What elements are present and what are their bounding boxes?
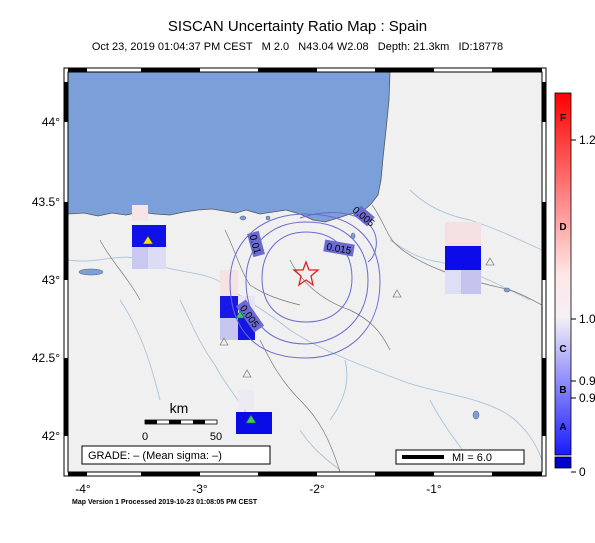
grade-box (81, 445, 271, 465)
grade-label: GRADE: – (Mean sigma: –) (88, 450, 222, 462)
star-icon (292, 260, 320, 287)
station-triangle-icon (219, 337, 229, 346)
sea-area (68, 72, 391, 223)
lon-tick: -4° (75, 482, 91, 496)
lat-tick: 42° (42, 429, 60, 443)
lat-tick: 42.5° (32, 351, 60, 365)
scale-unit: km (170, 400, 189, 416)
grade-letter: B (559, 385, 566, 396)
borders (99, 204, 542, 472)
mi-legend-label: MI = 6.0 (452, 452, 492, 464)
lon-tick: -1° (426, 482, 442, 496)
colorbar-value: 1.0 (579, 312, 595, 326)
event-info: Oct 23, 2019 01:04:37 PM CEST M 2.0 N43.… (91, 41, 504, 53)
contour-label-1: 0.01 (247, 234, 263, 256)
lat-tick: 43° (42, 273, 60, 287)
station-triangle-icon (142, 235, 154, 245)
lakes (78, 215, 511, 465)
station-triangle-icon (485, 257, 495, 266)
station-triangle-icon (242, 369, 252, 378)
lat-axis: 44° 43.5° 43° 42.5° 42° (32, 115, 60, 443)
lon-tick: -2° (309, 482, 325, 496)
station-triangle-icon (392, 289, 402, 298)
lon-axis: -4° -3° -2° -1° (75, 482, 442, 496)
lon-tick: -3° (192, 482, 208, 496)
processing-footer: Map Version 1 Processed 2019-10-23 01:08… (72, 499, 258, 506)
lat-tick: 43.5° (32, 195, 60, 209)
stations (142, 235, 495, 424)
map-title: SISCAN Uncertainty Ratio Map : Spain (167, 18, 428, 35)
scale-label-0: 0 (142, 431, 148, 443)
lat-tick: 44° (42, 115, 60, 129)
rivers (68, 189, 542, 471)
colorbar-value: 0 (579, 465, 586, 479)
grade-letter: C (559, 344, 566, 355)
grade-letter: F (560, 113, 566, 124)
map-area: 0.01 0.015 0.005 0.005 (68, 72, 542, 472)
contour-label-2: 0.015 (325, 242, 352, 257)
colorbar: F D C B A 1.2 1.0 0.9 0.9 0 (554, 92, 595, 479)
grade-letter: D (559, 222, 566, 233)
scale-bar: km 0 50 (142, 400, 222, 443)
colorbar-value: 1.2 (579, 133, 595, 147)
colorbar-gradient (554, 92, 572, 456)
station-triangle-icon (235, 310, 245, 319)
colorbar-value: 0.9 (579, 374, 595, 388)
scale-label-50: 50 (210, 431, 222, 443)
station-triangle-icon (245, 414, 257, 424)
mi-legend-box (395, 449, 525, 465)
contours (229, 212, 381, 359)
map-frame (63, 67, 547, 477)
colorbar-zero-swatch (554, 456, 572, 469)
colorbar-value: 0.9 (579, 391, 595, 405)
grade-letter: A (559, 422, 566, 433)
